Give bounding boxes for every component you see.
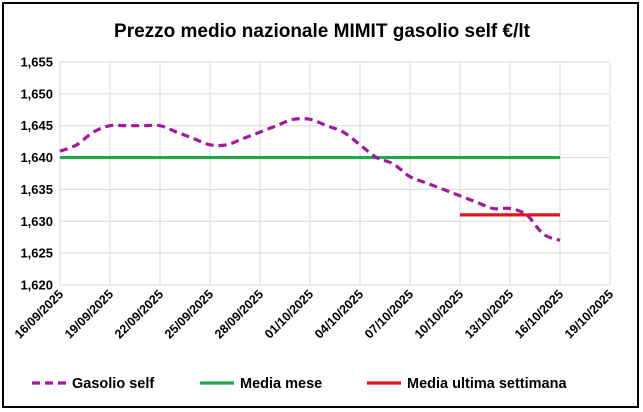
series-group bbox=[59, 116, 561, 242]
x-tick-label: 19/09/2025 bbox=[62, 287, 116, 341]
x-tick-label: 04/10/2025 bbox=[312, 287, 366, 341]
x-tick-label: 25/09/2025 bbox=[162, 287, 216, 341]
series-line-0 bbox=[59, 116, 561, 242]
x-tick-label: 07/10/2025 bbox=[362, 287, 416, 341]
x-tick-label: 22/09/2025 bbox=[112, 287, 166, 341]
x-tick-label: 16/10/2025 bbox=[512, 287, 566, 341]
y-tick-label: 1,650 bbox=[20, 86, 53, 101]
grid bbox=[59, 61, 611, 286]
y-tick-label: 1,655 bbox=[20, 55, 53, 70]
y-tick-label: 1,630 bbox=[20, 214, 53, 229]
chart-title: Prezzo medio nazionale MIMIT gasolio sel… bbox=[114, 21, 531, 42]
x-tick-label: 10/10/2025 bbox=[412, 287, 466, 341]
x-tick-label: 13/10/2025 bbox=[462, 287, 516, 341]
legend-label-0: Gasolio self bbox=[72, 376, 154, 392]
x-tick-label: 19/10/2025 bbox=[562, 287, 616, 341]
legend-label-2: Media ultima settimana bbox=[407, 376, 567, 392]
x-tick-label: 28/09/2025 bbox=[212, 287, 266, 341]
y-axis-ticks: 1,620 1,625 1,630 1,635 1,640 1,645 1,650 1,655 bbox=[20, 55, 53, 293]
y-tick-label: 1,620 bbox=[20, 278, 53, 293]
legend: Gasolio self Media mese Media ultima setti… bbox=[32, 376, 567, 392]
y-tick-label: 1,640 bbox=[20, 150, 53, 165]
chart-frame bbox=[2, 2, 639, 408]
x-tick-label: 01/10/2025 bbox=[262, 287, 316, 341]
y-tick-label: 1,625 bbox=[20, 246, 53, 261]
x-axis-ticks: 16/09/202519/09/202522/09/202525/09/2025… bbox=[12, 287, 616, 341]
y-tick-label: 1,645 bbox=[20, 118, 53, 133]
legend-label-1: Media mese bbox=[240, 376, 322, 392]
x-tick-label: 16/09/2025 bbox=[12, 287, 66, 341]
y-tick-label: 1,635 bbox=[20, 182, 53, 197]
